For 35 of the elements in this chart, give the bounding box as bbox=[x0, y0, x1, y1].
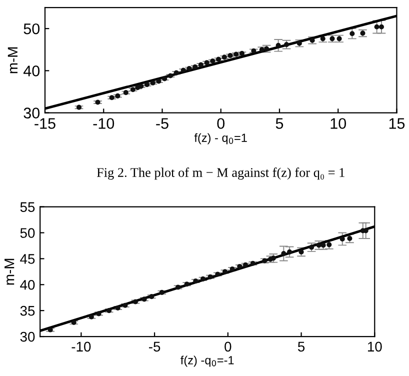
point bbox=[287, 249, 292, 254]
y-tick-label: 50 bbox=[20, 228, 35, 238]
x-tick-label: 10 bbox=[368, 342, 382, 352]
point bbox=[350, 31, 355, 36]
y-tick-label: 35 bbox=[20, 306, 35, 316]
x-tick-label: 5 bbox=[276, 118, 284, 129]
y-tick-label: 40 bbox=[20, 280, 35, 290]
x-tick-label: -15 bbox=[34, 118, 56, 129]
y-tick-label: 55 bbox=[20, 202, 35, 212]
point bbox=[340, 236, 345, 242]
point bbox=[76, 104, 82, 110]
y-tick-label: 40 bbox=[23, 66, 40, 76]
y-axis-title: m-M bbox=[4, 258, 14, 285]
x-tick-label: 5 bbox=[298, 342, 305, 352]
point bbox=[378, 24, 384, 30]
y-tick-label: 45 bbox=[20, 254, 35, 264]
x-tick-label: 10 bbox=[330, 118, 346, 129]
x-axis-title: f(z) -q$_{0}$=-1 bbox=[180, 356, 234, 367]
x-tick-label: -10 bbox=[72, 342, 91, 352]
x-tick-label: -10 bbox=[93, 118, 114, 129]
point bbox=[374, 24, 380, 30]
x-tick-label: 0 bbox=[224, 342, 232, 352]
x-tick-label: 0 bbox=[217, 118, 225, 129]
y-axis-title: m-M bbox=[8, 47, 18, 74]
point bbox=[281, 250, 286, 256]
x-tick-label: -5 bbox=[148, 342, 160, 352]
caption: Fig 2. The plot of m − M against f(z) for q₀ = 1 bbox=[96, 168, 344, 180]
x-tick-label: 15 bbox=[389, 118, 405, 129]
y-tick-label: 50 bbox=[24, 23, 40, 34]
point bbox=[276, 42, 281, 48]
point bbox=[298, 249, 304, 254]
x-axis-title: f(z) - q$_{0}$=1 bbox=[194, 133, 247, 144]
y-tick-label: 30 bbox=[24, 108, 40, 118]
y-tick-label: 30 bbox=[20, 332, 35, 342]
x-tick-label: -5 bbox=[156, 118, 168, 129]
